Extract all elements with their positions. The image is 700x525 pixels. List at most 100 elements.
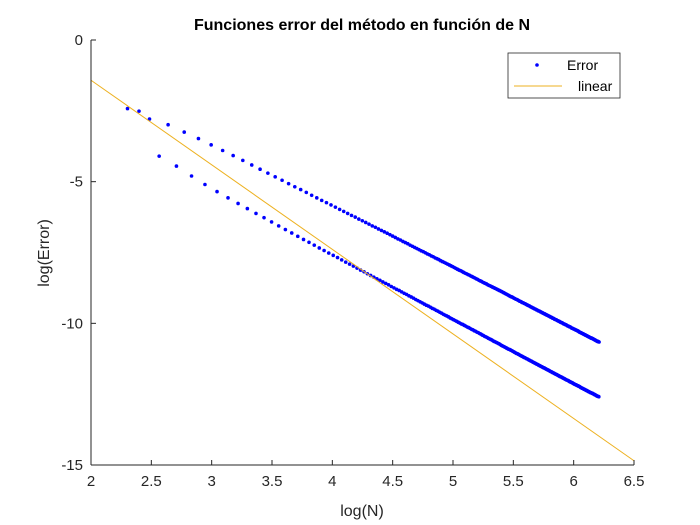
plot-area (91, 40, 634, 465)
chart-title: Funciones error del método en función de… (194, 17, 530, 34)
error-point (390, 234, 395, 238)
error-point (378, 278, 382, 283)
x-tick-label: 6 (569, 473, 577, 490)
error-point (137, 109, 141, 113)
error-point (182, 130, 187, 134)
error-point (383, 281, 388, 286)
x-tick-label: 4.5 (382, 473, 403, 490)
error-point (147, 117, 152, 121)
error-point (322, 248, 326, 253)
error-point (231, 153, 235, 158)
series-layer (90, 79, 635, 462)
error-point (382, 230, 387, 234)
legend-error-label: Error (567, 57, 598, 73)
y-tick-label: 0 (75, 32, 83, 49)
error-point (301, 237, 306, 242)
y-tick-label: -10 (61, 315, 83, 332)
error-point (166, 122, 170, 127)
error-point (379, 228, 384, 233)
error-point (209, 143, 213, 147)
error-point (203, 182, 207, 187)
error-point (273, 175, 277, 179)
error-point (258, 167, 262, 171)
error-point (236, 201, 240, 206)
error-point (349, 213, 354, 218)
error-point (329, 203, 333, 207)
error-point (220, 148, 225, 153)
error-point (269, 220, 274, 224)
error-point (189, 174, 194, 178)
y-tick-label: -5 (70, 174, 83, 191)
error-point (241, 158, 245, 163)
error-point (360, 218, 365, 223)
error-point (341, 209, 346, 214)
error-point (376, 227, 381, 231)
error-point (370, 224, 375, 228)
error-point (343, 260, 348, 264)
error-point (245, 206, 250, 211)
error-point (386, 283, 391, 287)
error-point (196, 136, 201, 141)
error-point (317, 246, 322, 250)
error-point (226, 196, 230, 200)
x-tick-label: 4 (328, 473, 336, 490)
error-point (333, 205, 338, 209)
error-point (367, 222, 371, 226)
x-tick-label: 5.5 (503, 473, 524, 490)
x-tick-label: 3 (207, 473, 215, 490)
legend-error-marker (535, 63, 539, 67)
error-point (319, 198, 324, 203)
error-point (339, 258, 344, 262)
x-axis-title: log(N) (340, 503, 384, 520)
axes-layer: 2 2.5 3 3.5 4 4.5 5 5.5 6 6.5 0 -5 -10 -15 (61, 32, 644, 490)
legend-linear-label: linear (578, 78, 613, 94)
error-point (389, 284, 394, 289)
x-tick-label: 6.5 (624, 473, 645, 490)
error-point (266, 171, 270, 175)
error-point (337, 207, 342, 212)
error-point (289, 231, 294, 235)
error-point (597, 340, 601, 344)
error-point (388, 232, 392, 237)
error-point (298, 187, 303, 192)
error-point (326, 251, 331, 255)
series-unnamed-1 (157, 154, 601, 399)
error-point (331, 253, 336, 258)
legend: Error linear (507, 52, 621, 99)
x-tick-label: 2 (87, 473, 95, 490)
error-point (345, 211, 350, 216)
error-point (174, 164, 179, 168)
error-point (309, 193, 314, 198)
x-tick-label: 5 (449, 473, 457, 490)
error-point (254, 211, 258, 216)
error-point (373, 225, 378, 230)
error-point (335, 255, 340, 260)
error-point (249, 163, 254, 167)
error-point (295, 234, 300, 239)
series-error (125, 106, 601, 344)
error-point (125, 106, 130, 111)
error-point (292, 184, 297, 189)
x-tick-label: 3.5 (262, 473, 283, 490)
series-linear (90, 79, 635, 462)
error-point (597, 394, 601, 399)
linear-fit-line (90, 79, 635, 462)
x-tick-label: 2.5 (141, 473, 162, 490)
error-point (385, 231, 389, 236)
error-point (324, 200, 329, 205)
error-point (357, 217, 361, 221)
error-point (353, 215, 358, 219)
error-point (314, 196, 319, 200)
error-point (283, 227, 288, 232)
y-axis-title: log(Error) (36, 219, 53, 287)
error-point (215, 189, 219, 194)
error-point (286, 181, 291, 186)
error-point (276, 224, 281, 228)
error-point (280, 178, 284, 183)
error-point (363, 220, 368, 225)
error-point (157, 154, 161, 158)
error-point (347, 262, 352, 266)
error-point (307, 240, 311, 245)
error-point (304, 190, 309, 195)
